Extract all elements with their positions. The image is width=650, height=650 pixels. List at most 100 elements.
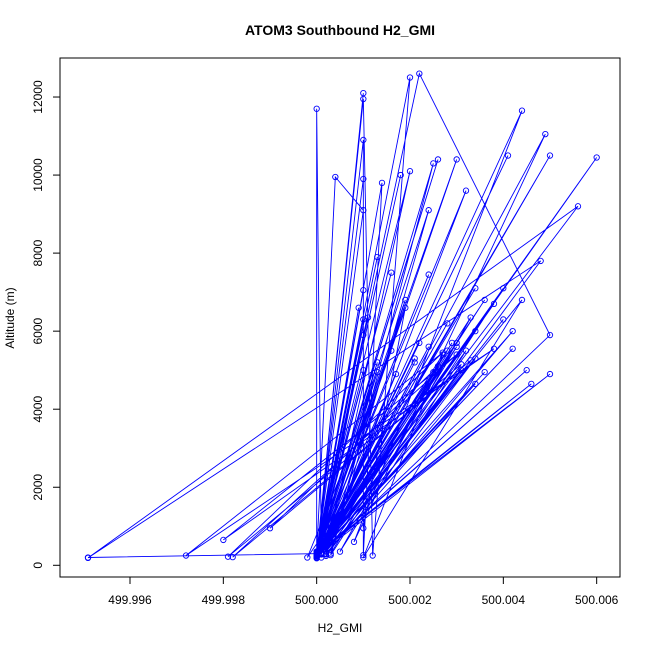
data-point bbox=[430, 368, 437, 376]
y-tick-label: 0 bbox=[31, 562, 45, 569]
data-point bbox=[472, 380, 479, 387]
data-point bbox=[355, 304, 362, 311]
y-axis: 0 2000 4000 6000 8000 10000 12000 bbox=[31, 80, 61, 569]
x-tick-label: 499.998 bbox=[202, 593, 246, 607]
data-point bbox=[84, 554, 92, 562]
data-point bbox=[369, 552, 376, 559]
data-point bbox=[397, 171, 404, 179]
data-point bbox=[462, 187, 470, 194]
data-point bbox=[425, 271, 432, 278]
data-point bbox=[490, 300, 498, 307]
x-tick-label: 500.006 bbox=[575, 593, 619, 607]
data-point bbox=[528, 380, 535, 387]
data-point bbox=[509, 345, 516, 352]
y-tick-label: 12000 bbox=[31, 80, 45, 114]
data-point bbox=[546, 152, 554, 159]
data-point bbox=[318, 551, 325, 558]
data-point bbox=[360, 207, 367, 214]
data-point bbox=[490, 345, 498, 352]
data-point bbox=[406, 74, 414, 81]
x-axis-label: H2_GMI bbox=[318, 621, 363, 635]
data-point bbox=[374, 368, 381, 376]
data-point bbox=[229, 553, 236, 561]
data-point bbox=[458, 361, 465, 368]
data-point bbox=[360, 552, 367, 559]
data-point bbox=[504, 152, 512, 159]
data-point bbox=[220, 536, 227, 544]
data-point bbox=[360, 331, 367, 339]
data-point bbox=[322, 550, 330, 557]
x-axis: 499.996 499.998 500.000 500.002 500.004 500.0… bbox=[108, 576, 619, 607]
data-point bbox=[518, 296, 526, 304]
data-point bbox=[364, 314, 372, 321]
data-point bbox=[523, 367, 530, 374]
data-point bbox=[313, 105, 320, 112]
data-point bbox=[448, 339, 456, 347]
data-point bbox=[537, 257, 544, 265]
data-point bbox=[500, 285, 507, 292]
data-point bbox=[462, 347, 470, 354]
data-point bbox=[350, 538, 358, 546]
data-point bbox=[313, 555, 320, 562]
x-tick-label: 500.002 bbox=[388, 593, 432, 607]
data-point bbox=[444, 320, 451, 327]
y-axis-label: Altitude (m) bbox=[3, 287, 17, 348]
data-point bbox=[360, 525, 367, 532]
data-point bbox=[518, 107, 526, 114]
chart-title: ATOM3 Southbound H2_GMI bbox=[245, 22, 435, 38]
data-point bbox=[500, 316, 507, 323]
data-point bbox=[458, 367, 465, 374]
data-point bbox=[542, 130, 549, 138]
data-point bbox=[402, 304, 409, 311]
data-point bbox=[453, 156, 460, 163]
x-tick-label: 499.996 bbox=[108, 593, 152, 607]
data-point bbox=[360, 367, 367, 374]
series-points bbox=[84, 70, 600, 562]
x-tick-label: 500.000 bbox=[295, 593, 339, 607]
data-point bbox=[378, 179, 386, 187]
data-point bbox=[360, 175, 367, 183]
data-point bbox=[481, 368, 488, 376]
data-point bbox=[434, 156, 442, 163]
data-point bbox=[472, 328, 479, 335]
data-point bbox=[374, 253, 381, 261]
data-point bbox=[453, 351, 460, 358]
data-point bbox=[439, 349, 446, 356]
data-point bbox=[224, 553, 232, 560]
data-point bbox=[182, 552, 190, 559]
data-point bbox=[593, 154, 600, 161]
data-point bbox=[453, 343, 460, 350]
data-point bbox=[360, 287, 367, 294]
data-point bbox=[360, 136, 367, 144]
data-point bbox=[416, 70, 423, 77]
data-point bbox=[360, 554, 367, 561]
data-point bbox=[304, 554, 311, 561]
y-tick-label: 2000 bbox=[31, 474, 45, 501]
data-point bbox=[388, 269, 395, 276]
data-point bbox=[360, 95, 367, 103]
data-point bbox=[402, 296, 409, 304]
data-point bbox=[467, 314, 474, 321]
y-tick-label: 8000 bbox=[31, 239, 45, 266]
data-point bbox=[481, 296, 488, 304]
data-point bbox=[546, 370, 554, 378]
x-tick-label: 500.004 bbox=[482, 593, 526, 607]
series-line bbox=[87, 72, 598, 559]
data-point bbox=[388, 347, 395, 354]
data-point bbox=[416, 339, 423, 347]
series-line-0 bbox=[87, 72, 598, 559]
data-point bbox=[411, 355, 418, 362]
y-tick-label: 10000 bbox=[31, 158, 45, 192]
data-point bbox=[336, 548, 344, 555]
data-point bbox=[574, 203, 582, 210]
data-point bbox=[453, 339, 460, 347]
data-point bbox=[434, 363, 442, 370]
data-point bbox=[411, 359, 418, 366]
data-point bbox=[467, 357, 474, 364]
y-tick-label: 6000 bbox=[31, 317, 45, 344]
data-point bbox=[313, 550, 320, 557]
data-point bbox=[546, 331, 554, 339]
data-point bbox=[374, 359, 381, 366]
data-point bbox=[425, 343, 432, 350]
